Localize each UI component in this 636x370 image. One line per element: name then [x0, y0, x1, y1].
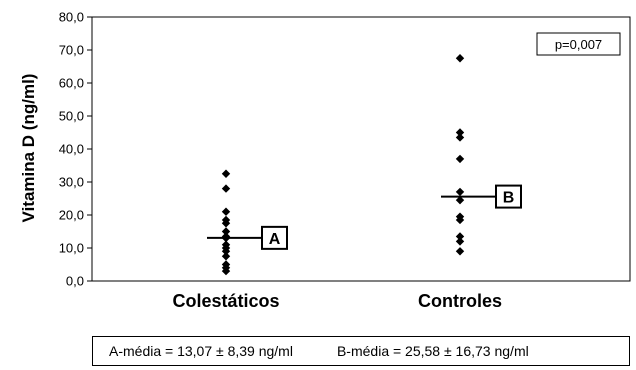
y-tick-label: 60,0 — [59, 76, 84, 91]
y-tick-label: 50,0 — [59, 109, 84, 124]
y-tick-label: 10,0 — [59, 241, 84, 256]
mean-label: A — [269, 231, 281, 248]
y-tick-label: 80,0 — [59, 10, 84, 25]
p-value-text: p=0,007 — [555, 37, 602, 52]
data-point — [221, 266, 231, 276]
x-category-label: Controles — [418, 291, 502, 311]
y-tick-label: 20,0 — [59, 208, 84, 223]
summary-b: B-média = 25,58 ± 16,73 ng/ml — [336, 343, 529, 359]
data-point — [221, 252, 231, 261]
p-value-box — [536, 32, 621, 56]
summary-a: A-média = 13,07 ± 8,39 ng/ml — [109, 343, 293, 359]
data-point — [455, 154, 465, 164]
data-point — [455, 237, 465, 246]
y-tick-label: 40,0 — [59, 142, 84, 157]
data-point — [221, 247, 231, 256]
mean-label-box — [495, 184, 522, 209]
scatter-chart: Vitamina D (ng/ml) 0,0 10,0 20,0 30,0 40,0 50… — [19, 10, 631, 311]
y-axis: 0,0 10,0 20,0 30,0 40,0 50,0 60,0 70,0 80,0 — [59, 10, 92, 289]
mean-label-box — [261, 225, 288, 250]
y-tick-label: 30,0 — [59, 175, 84, 190]
y-tick-label: 70,0 — [59, 43, 84, 58]
summary-box: A-média = 13,07 ± 8,39 ng/ml B-média = 2… — [92, 336, 630, 366]
plot-area — [91, 16, 631, 282]
data-point — [455, 232, 465, 241]
data-point — [221, 169, 231, 178]
y-tick-label: 0,0 — [66, 274, 84, 289]
data-point — [221, 184, 231, 193]
data-point — [455, 215, 465, 225]
mean-markers: AB — [207, 184, 522, 250]
p-value-annotation: p=0,007 — [536, 32, 621, 56]
data-point — [455, 128, 465, 137]
data-point — [221, 219, 231, 228]
data-point — [455, 195, 465, 205]
data-point — [455, 247, 465, 256]
data-points — [221, 54, 465, 276]
data-point — [221, 207, 231, 216]
mean-label: B — [503, 190, 515, 207]
data-point — [455, 133, 465, 142]
y-axis-label: Vitamina D (ng/ml) — [19, 74, 38, 223]
data-point — [455, 54, 465, 63]
data-point — [221, 227, 231, 236]
x-category-label: Colestáticos — [172, 291, 279, 311]
x-axis-categories: Colestáticos Controles — [172, 291, 502, 311]
data-point — [455, 187, 465, 197]
